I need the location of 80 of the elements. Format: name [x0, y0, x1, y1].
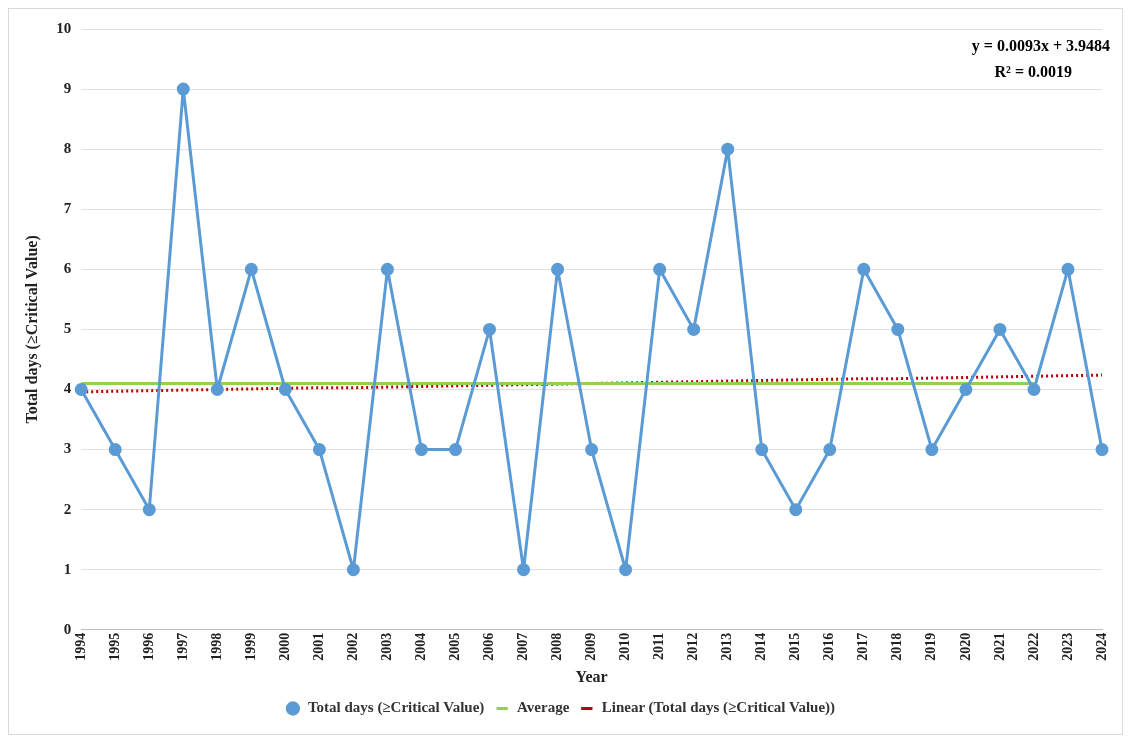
x-tick-label: 2013	[719, 632, 735, 661]
x-tick-label: 2021	[991, 632, 1007, 661]
point	[312, 443, 326, 457]
y-tick-label: 1	[63, 560, 72, 577]
x-tick-label: 2023	[1059, 632, 1075, 661]
y-tick-label: 9	[63, 79, 72, 96]
point	[721, 142, 735, 156]
point	[585, 443, 599, 457]
point	[414, 443, 428, 457]
point	[74, 382, 88, 396]
legend-label: Total days (≥Critical Value)	[307, 699, 485, 717]
point	[551, 262, 565, 276]
x-tick-label: 2010	[617, 632, 633, 661]
x-axis-title: Year	[575, 667, 608, 685]
x-tick-label: 2002	[345, 632, 361, 661]
annotation: y = 0.0093x + 3.9484	[971, 37, 1110, 56]
point	[619, 563, 633, 577]
point	[1027, 382, 1041, 396]
x-tick-label: 2020	[957, 632, 973, 661]
x-tick-label: 1998	[208, 632, 224, 661]
point	[687, 322, 701, 336]
point	[176, 82, 190, 96]
x-tick-label: 1997	[174, 632, 190, 661]
point	[1061, 262, 1075, 276]
x-tick-label: 2015	[787, 632, 803, 661]
x-tick-label: 2012	[685, 632, 701, 661]
x-tick-label: 1999	[242, 632, 258, 661]
x-tick-label: 2022	[1025, 632, 1041, 661]
x-tick-label: 2004	[413, 632, 429, 661]
y-tick-label: 6	[63, 260, 72, 277]
x-tick-label: 2003	[379, 632, 395, 661]
point	[993, 322, 1007, 336]
point	[142, 503, 156, 517]
point	[108, 443, 122, 457]
point	[959, 382, 973, 396]
y-tick-label: 3	[63, 440, 72, 457]
x-tick-label: 1994	[72, 632, 88, 661]
x-tick-label: 1995	[106, 632, 122, 661]
x-tick-label: 1996	[140, 632, 156, 661]
point	[210, 382, 224, 396]
y-tick-label: 0	[63, 620, 72, 637]
point	[517, 563, 531, 577]
y-tick-label: 2	[63, 500, 72, 517]
point	[653, 262, 667, 276]
x-tick-label: 2000	[276, 632, 292, 661]
point	[823, 443, 837, 457]
x-tick-label: 2016	[821, 632, 837, 661]
point	[857, 262, 871, 276]
point	[244, 262, 258, 276]
x-tick-label: 2017	[855, 632, 871, 661]
point	[755, 443, 769, 457]
annotation: R² = 0.0019	[994, 63, 1072, 81]
x-tick-label: 2001	[311, 632, 326, 661]
point	[278, 382, 292, 396]
x-tick-label: 2005	[447, 632, 463, 661]
point	[380, 262, 394, 276]
x-tick-label: 2019	[923, 632, 939, 661]
x-tick-label: 2008	[549, 632, 565, 661]
y-tick-label: 10	[56, 19, 72, 36]
legend-label: Linear (Total days (≥Critical Value))	[601, 699, 836, 717]
point	[1095, 443, 1109, 457]
point	[891, 322, 905, 336]
x-tick-label: 2007	[515, 632, 531, 661]
x-tick-label: 2006	[481, 632, 497, 661]
x-tick-label: 2018	[889, 632, 905, 661]
y-axis-title: Total days (≥Critical Value)	[22, 235, 41, 424]
y-tick-label: 4	[63, 380, 72, 397]
legend-label: Average	[517, 699, 570, 716]
x-tick-label: 2009	[583, 632, 599, 661]
y-tick-label: 7	[63, 200, 72, 217]
point	[483, 322, 497, 336]
point	[448, 443, 462, 457]
x-tick-label: 2024	[1093, 632, 1109, 661]
y-tick-label: 8	[63, 140, 72, 157]
x-tick-label: 2014	[753, 632, 769, 661]
point	[789, 503, 803, 517]
point	[925, 443, 939, 457]
y-tick-label: 5	[63, 320, 72, 337]
x-tick-label: 2011	[651, 632, 667, 661]
point	[346, 563, 360, 577]
